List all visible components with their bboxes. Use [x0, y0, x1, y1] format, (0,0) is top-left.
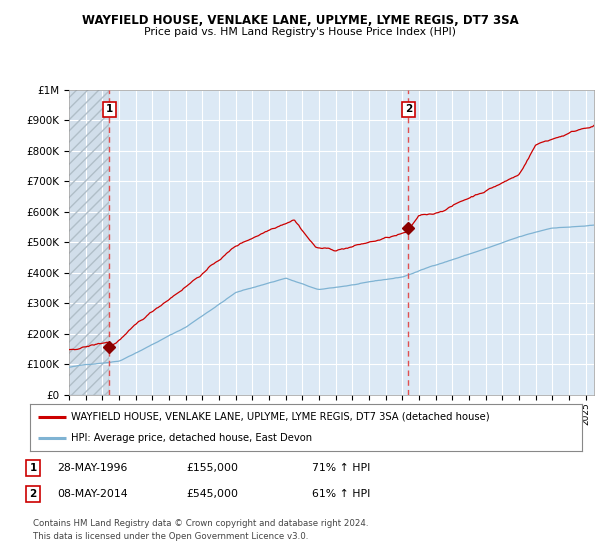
- Text: 2: 2: [405, 104, 412, 114]
- Text: HPI: Average price, detached house, East Devon: HPI: Average price, detached house, East…: [71, 433, 313, 444]
- Text: WAYFIELD HOUSE, VENLAKE LANE, UPLYME, LYME REGIS, DT7 3SA (detached house): WAYFIELD HOUSE, VENLAKE LANE, UPLYME, LY…: [71, 412, 490, 422]
- Text: £545,000: £545,000: [186, 489, 238, 499]
- Text: 61% ↑ HPI: 61% ↑ HPI: [312, 489, 370, 499]
- Text: This data is licensed under the Open Government Licence v3.0.: This data is licensed under the Open Gov…: [33, 532, 308, 541]
- Text: 1: 1: [106, 104, 113, 114]
- Text: 28-MAY-1996: 28-MAY-1996: [57, 463, 127, 473]
- Text: £155,000: £155,000: [186, 463, 238, 473]
- Text: 08-MAY-2014: 08-MAY-2014: [57, 489, 128, 499]
- Text: Price paid vs. HM Land Registry's House Price Index (HPI): Price paid vs. HM Land Registry's House …: [144, 27, 456, 37]
- Text: 1: 1: [29, 463, 37, 473]
- Text: Contains HM Land Registry data © Crown copyright and database right 2024.: Contains HM Land Registry data © Crown c…: [33, 519, 368, 528]
- Text: 71% ↑ HPI: 71% ↑ HPI: [312, 463, 370, 473]
- Text: 2: 2: [29, 489, 37, 499]
- Text: WAYFIELD HOUSE, VENLAKE LANE, UPLYME, LYME REGIS, DT7 3SA: WAYFIELD HOUSE, VENLAKE LANE, UPLYME, LY…: [82, 14, 518, 27]
